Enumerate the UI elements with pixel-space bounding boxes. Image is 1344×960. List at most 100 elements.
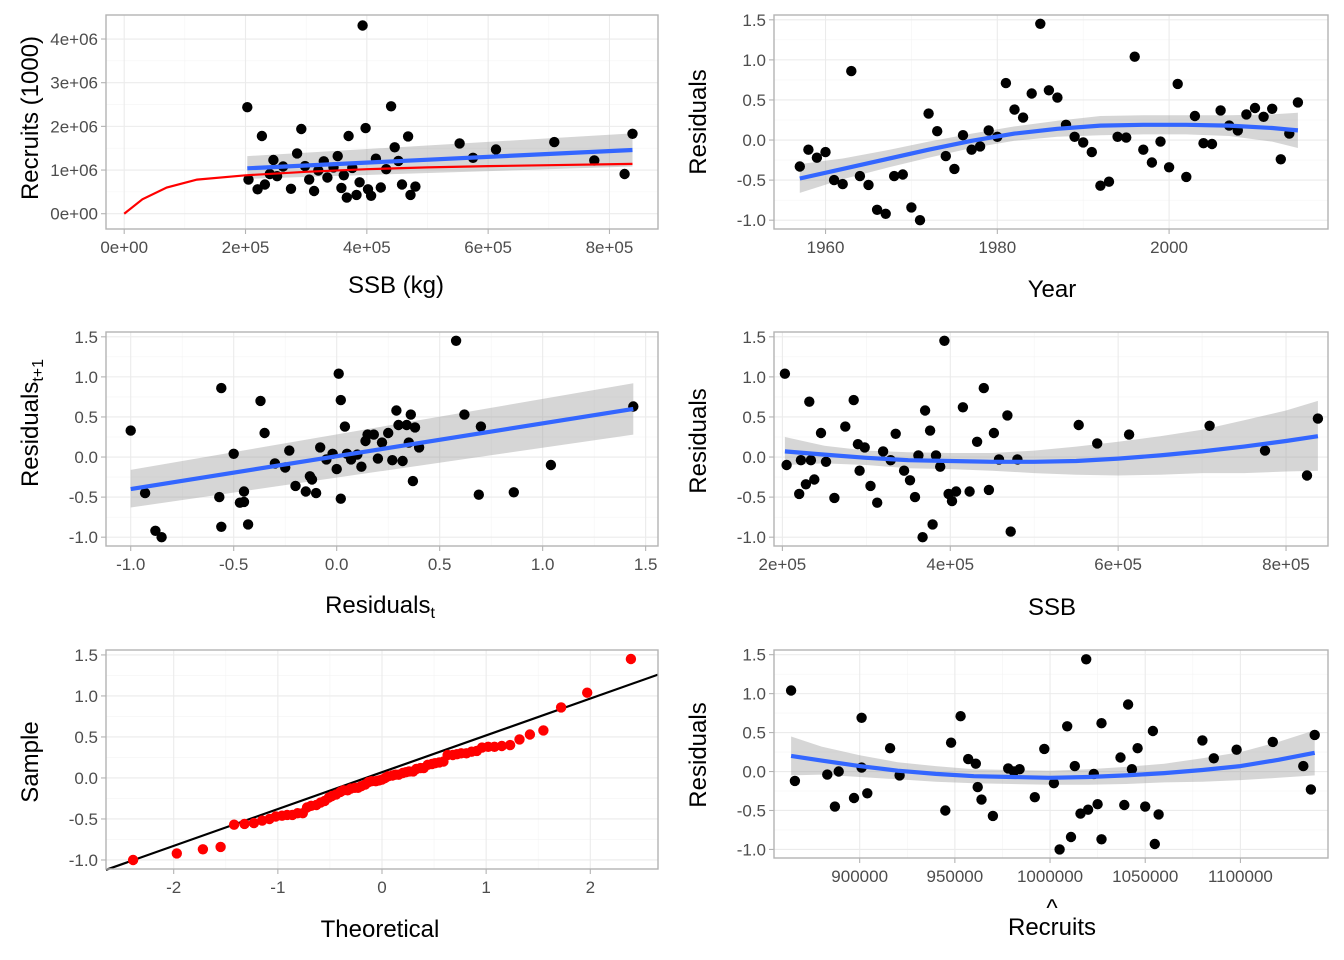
data-point	[1267, 736, 1279, 748]
data-point	[304, 174, 315, 185]
data-point	[913, 450, 924, 461]
data-point	[1005, 526, 1016, 537]
y-tick-label: -1.0	[737, 840, 766, 859]
data-point	[335, 493, 346, 504]
data-point	[898, 465, 910, 476]
data-point	[909, 491, 921, 503]
y-tick-label: 1.0	[742, 51, 766, 70]
panel-border-ssb	[773, 331, 1329, 547]
data-point	[243, 174, 254, 185]
data-point	[930, 450, 942, 461]
data-point	[545, 459, 557, 471]
y-tick-label: 1.5	[74, 646, 98, 665]
data-point	[341, 192, 352, 203]
data-point	[837, 178, 848, 190]
data-point	[401, 419, 412, 431]
data-point	[1172, 78, 1183, 90]
data-point	[1259, 445, 1271, 456]
data-point	[256, 130, 268, 142]
data-point	[407, 475, 419, 487]
x-axis-title-ssb: SSB	[1028, 594, 1076, 621]
data-point	[880, 208, 891, 219]
data-point	[322, 172, 333, 183]
data-point	[284, 445, 295, 456]
x-tick-label: -1	[270, 878, 285, 897]
y-tick-label: 1.5	[74, 328, 98, 347]
data-point	[815, 427, 827, 439]
data-point	[1267, 103, 1278, 115]
data-point	[987, 810, 999, 822]
x-tick-label: -1.0	[116, 555, 145, 574]
data-point	[856, 712, 867, 723]
data-point	[865, 480, 876, 492]
x-tick-label: 1.5	[634, 555, 658, 574]
x-tick-label: 0.5	[428, 555, 452, 574]
data-point	[859, 442, 870, 453]
y-tick-label: 1.0	[74, 368, 98, 387]
data-point	[508, 487, 519, 498]
data-point	[1121, 132, 1132, 143]
x-tick-label: 0	[377, 878, 386, 897]
data-point	[335, 394, 346, 406]
y-tick-label: 1.0	[742, 685, 766, 704]
y-tick-label: 1.0	[74, 687, 98, 706]
data-point	[919, 405, 931, 416]
y-axis-subscript-lag: t+1	[30, 359, 47, 382]
data-point	[228, 819, 240, 830]
data-point	[1275, 154, 1287, 165]
data-point	[1204, 420, 1215, 431]
data-point	[376, 437, 388, 448]
data-point	[216, 382, 227, 394]
data-point	[336, 182, 347, 194]
data-point	[402, 131, 414, 142]
panel-border-sr	[105, 14, 659, 230]
data-point	[1153, 809, 1164, 820]
data-point	[854, 170, 866, 182]
data-point	[927, 519, 938, 530]
data-point	[1065, 831, 1077, 843]
data-point	[1052, 92, 1063, 103]
data-point	[389, 142, 400, 153]
data-point	[1301, 470, 1313, 481]
data-point	[405, 409, 416, 420]
data-point	[538, 725, 549, 736]
y-tick-label: 1.5	[742, 646, 766, 665]
x-tick-label: -0.5	[219, 555, 248, 574]
data-point	[1181, 171, 1192, 183]
data-point	[239, 818, 250, 830]
y-axis-title-lag: Residualst+1	[17, 359, 47, 487]
data-point	[940, 150, 951, 162]
panel-year: 1960 1980 2000 -1.0 -0.5 0.0 0.5 1.0 1.5 Year Re…	[685, 11, 1329, 303]
data-point	[950, 486, 962, 497]
data-point	[582, 687, 593, 698]
data-point	[846, 65, 857, 77]
smooth-line	[784, 434, 1319, 464]
data-point	[805, 455, 817, 466]
data-point	[331, 463, 342, 475]
grid-qq	[106, 650, 658, 869]
data-point	[343, 130, 354, 142]
smooth-line	[247, 147, 633, 171]
data-point	[228, 448, 239, 459]
data-point	[375, 182, 386, 193]
data-point	[259, 179, 271, 190]
x-axis-title-lag: Residualst	[325, 592, 435, 622]
data-point	[924, 425, 936, 436]
data-point	[1231, 744, 1242, 755]
data-point	[1122, 699, 1134, 710]
data-point	[1189, 110, 1201, 122]
data-point	[1081, 654, 1092, 665]
data-point	[156, 532, 167, 543]
x-tick-label: 1100000	[1208, 867, 1273, 886]
data-point	[945, 737, 957, 748]
data-point	[351, 189, 362, 201]
panel-border-fitted	[773, 649, 1329, 859]
y-tick-label: -1.0	[737, 528, 766, 547]
data-point	[971, 436, 983, 447]
data-point	[1092, 438, 1103, 449]
data-point	[794, 488, 805, 500]
y-tick-label: 0.0	[74, 448, 98, 467]
data-point	[871, 204, 883, 215]
data-point	[1115, 752, 1126, 763]
y-tick-label: 0.0	[742, 763, 766, 782]
